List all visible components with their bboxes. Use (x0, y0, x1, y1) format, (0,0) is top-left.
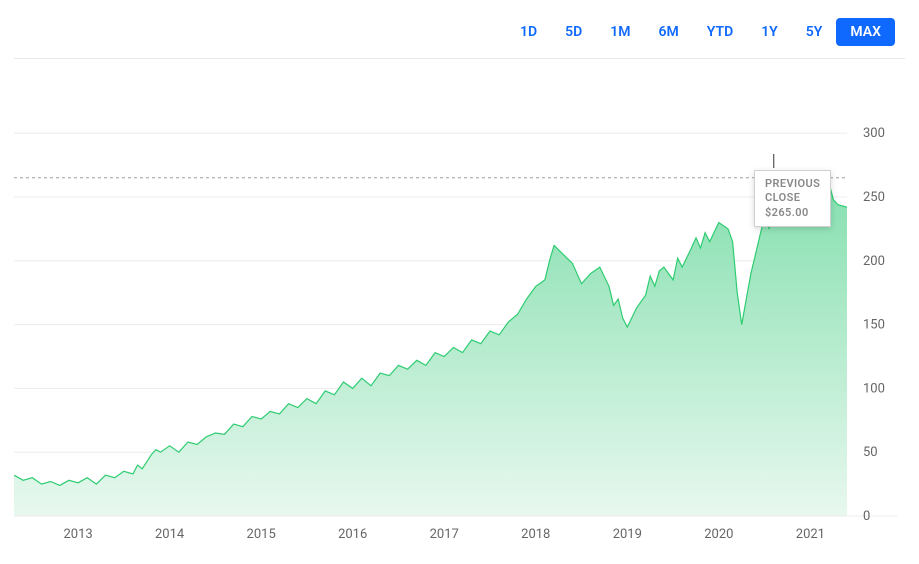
tooltip-label-1: PREVIOUS (765, 177, 820, 191)
svg-text:2018: 2018 (521, 527, 550, 539)
svg-text:50: 50 (863, 445, 878, 460)
range-tab-ytd[interactable]: YTD (693, 18, 747, 46)
svg-text:2015: 2015 (247, 527, 276, 539)
range-tab-max[interactable]: MAX (836, 18, 895, 46)
svg-text:2021: 2021 (796, 527, 825, 539)
svg-text:100: 100 (863, 381, 885, 396)
svg-text:200: 200 (863, 254, 885, 269)
svg-text:150: 150 (863, 318, 885, 333)
tooltip-label-2: CLOSE (765, 191, 820, 205)
range-tab-1m[interactable]: 1M (596, 18, 644, 46)
stock-area-chart[interactable]: 0 50 100 150 200 250 300 2013 2014 2015 2016 2017 2… (14, 59, 905, 539)
range-tab-5y[interactable]: 5Y (792, 18, 837, 46)
svg-text:2016: 2016 (338, 527, 367, 539)
range-tab-6m[interactable]: 6M (644, 18, 692, 46)
svg-text:2017: 2017 (430, 527, 459, 539)
range-tab-5d[interactable]: 5D (551, 18, 596, 46)
tooltip-value: $265.00 (765, 206, 820, 220)
chart-container: 1D5D1M6MYTD1Y5YMAX 0 50 100 150 200 250 300 20… (0, 0, 919, 564)
svg-text:300: 300 (863, 126, 885, 141)
svg-text:0: 0 (863, 509, 870, 524)
range-tab-1y[interactable]: 1Y (747, 18, 792, 46)
range-tab-1d[interactable]: 1D (506, 18, 551, 46)
svg-text:2019: 2019 (613, 527, 642, 539)
chart-zone: 0 50 100 150 200 250 300 2013 2014 2015 2016 2017 2… (14, 59, 905, 539)
svg-text:2013: 2013 (63, 527, 92, 539)
range-tabs: 1D5D1M6MYTD1Y5YMAX (14, 0, 905, 59)
svg-text:2020: 2020 (704, 527, 733, 539)
previous-close-tooltip: PREVIOUS CLOSE $265.00 (754, 170, 831, 227)
svg-text:2014: 2014 (155, 527, 185, 539)
svg-text:250: 250 (863, 190, 885, 205)
